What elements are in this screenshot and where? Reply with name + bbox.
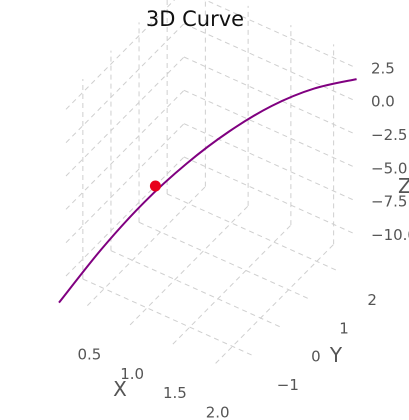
back-right-gridline [183, 23, 356, 102]
back-left-gridline [65, 123, 185, 244]
x-tick-label: 1.5 [163, 384, 187, 402]
y-tick-label: −1 [277, 376, 299, 394]
back-right-gridline [183, 89, 356, 168]
y-axis-label: Y [329, 343, 343, 367]
x-tick-label: 1.0 [120, 365, 144, 383]
back-left-gridline [65, 89, 185, 210]
chart-title: 3D Curve [146, 7, 244, 31]
grid-layer [65, 0, 356, 364]
floor-gridline [82, 278, 255, 357]
back-right-gridline [183, 56, 356, 135]
floor-gridline [110, 250, 283, 329]
z-tick-label: −5.0 [371, 159, 407, 177]
z-tick-label: −10.0 [371, 226, 409, 244]
curve-layer [58, 78, 357, 304]
back-right-gridline [204, 0, 356, 68]
floor-gridline [166, 193, 339, 272]
x-tick-label: 2.0 [206, 403, 230, 420]
floor-gridline [172, 224, 292, 345]
z-tick-label: 2.5 [371, 59, 395, 77]
floor-gridline [215, 244, 334, 364]
back-right-gridline [183, 156, 356, 235]
tick-labels: 0.5 1.0 1.5 2.0 −1 012 2.5 0.0 −2.5 −5.0 −7.5 −10.0 [77, 59, 409, 420]
x-axis-label: X [113, 377, 127, 401]
floor-gridline [87, 186, 206, 306]
curve-series-line [58, 78, 357, 304]
back-left-gridline [65, 56, 185, 177]
y-tick-label: 0 [311, 348, 321, 366]
x-tick-label: 0.5 [77, 346, 101, 364]
back-right-gridline [183, 123, 356, 202]
back-left-gridline [65, 23, 185, 144]
y-tick-label: 2 [367, 291, 377, 309]
floor-gridline [129, 205, 249, 326]
back-left-gridline [65, 0, 176, 110]
z-axis-label: Z [398, 174, 409, 198]
back-left-gridline [65, 156, 185, 277]
z-tick-label: 0.0 [371, 93, 395, 111]
z-tick-label: −7.5 [371, 193, 407, 211]
y-tick-label: 1 [339, 319, 349, 337]
highlight-point [149, 180, 161, 192]
floor-gridline [138, 221, 311, 300]
z-tick-label: −2.5 [371, 126, 407, 144]
